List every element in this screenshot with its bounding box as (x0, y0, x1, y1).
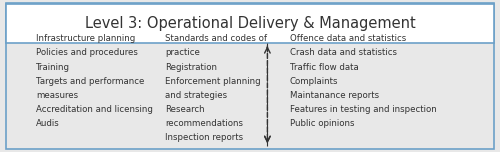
Text: and strategies: and strategies (166, 91, 228, 100)
Text: Offence data and statistics: Offence data and statistics (290, 34, 406, 43)
Text: Training: Training (36, 63, 70, 72)
Text: Standards and codes of: Standards and codes of (166, 34, 268, 43)
Text: Maintanance reports: Maintanance reports (290, 91, 379, 100)
Text: Crash data and statistics: Crash data and statistics (290, 48, 397, 57)
Text: Enforcement planning: Enforcement planning (166, 77, 261, 86)
Text: recommendations: recommendations (166, 119, 244, 128)
Text: practice: practice (166, 48, 200, 57)
Text: Features in testing and inspection: Features in testing and inspection (290, 105, 436, 114)
Text: Research: Research (166, 105, 205, 114)
Text: Level 3: Operational Delivery & Management: Level 3: Operational Delivery & Manageme… (84, 16, 415, 31)
Text: Accreditation and licensing: Accreditation and licensing (36, 105, 153, 114)
FancyBboxPatch shape (6, 4, 494, 43)
Text: Policies and procedures: Policies and procedures (36, 48, 138, 57)
FancyBboxPatch shape (6, 3, 494, 149)
Text: Infrastructure planning: Infrastructure planning (36, 34, 136, 43)
Text: Complaints: Complaints (290, 77, 339, 86)
Text: Traffic flow data: Traffic flow data (290, 63, 358, 72)
Text: Audis: Audis (36, 119, 60, 128)
Text: Public opinions: Public opinions (290, 119, 354, 128)
Text: Targets and performance: Targets and performance (36, 77, 144, 86)
Text: Registration: Registration (166, 63, 218, 72)
Text: measures: measures (36, 91, 78, 100)
Text: Inspection reports: Inspection reports (166, 133, 244, 142)
